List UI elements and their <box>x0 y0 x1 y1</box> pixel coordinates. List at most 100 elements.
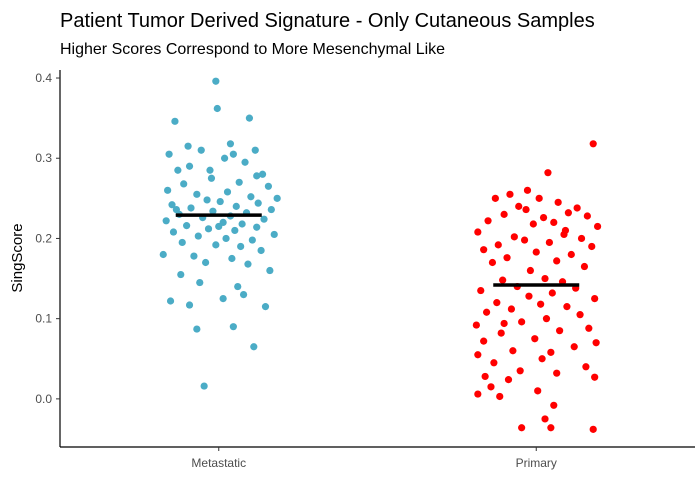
data-point-metastatic <box>244 260 252 268</box>
data-point-metastatic <box>229 323 237 331</box>
data-point-primary <box>518 424 526 432</box>
data-point-primary <box>591 373 599 381</box>
data-point-metastatic <box>168 201 176 209</box>
data-point-metastatic <box>197 146 205 154</box>
data-point-metastatic <box>264 182 273 190</box>
y-tick-label: 0.4 <box>35 71 52 85</box>
data-point-metastatic <box>261 303 270 311</box>
data-point-primary <box>509 347 517 355</box>
data-point-primary <box>553 369 561 377</box>
data-point-primary <box>577 234 586 243</box>
data-point-primary <box>516 367 524 375</box>
data-point-primary <box>507 305 516 313</box>
data-point-metastatic <box>257 246 265 255</box>
data-point-metastatic <box>253 223 261 231</box>
data-point-primary <box>525 292 533 300</box>
data-point-metastatic <box>260 215 268 223</box>
data-point-metastatic <box>159 250 167 259</box>
data-point-primary <box>583 212 591 220</box>
data-point-primary <box>570 343 578 351</box>
data-point-metastatic <box>166 297 175 305</box>
data-point-primary <box>488 258 497 267</box>
data-point-primary <box>474 390 482 398</box>
data-point-metastatic <box>247 193 255 201</box>
data-point-primary <box>542 315 551 323</box>
data-point-primary <box>567 250 575 259</box>
data-point-primary <box>531 335 539 343</box>
data-point-metastatic <box>239 290 248 299</box>
data-point-metastatic <box>234 282 242 291</box>
data-point-metastatic <box>212 241 220 249</box>
data-point-metastatic <box>165 150 173 158</box>
data-point-metastatic <box>266 266 274 275</box>
data-point-primary <box>573 204 581 212</box>
data-point-metastatic <box>273 194 281 202</box>
data-point-metastatic <box>190 252 198 260</box>
data-point-primary <box>541 415 549 423</box>
data-point-primary <box>506 190 514 198</box>
data-point-primary <box>544 169 552 177</box>
data-point-metastatic <box>162 217 170 225</box>
data-point-metastatic <box>209 207 217 215</box>
data-point-metastatic <box>171 117 179 125</box>
data-point-primary <box>593 222 602 231</box>
data-point-primary <box>548 289 556 297</box>
data-point-primary <box>535 194 543 202</box>
data-point-primary <box>499 276 507 284</box>
data-point-primary <box>550 401 558 409</box>
data-point-metastatic <box>219 295 227 303</box>
data-point-primary <box>504 376 513 384</box>
data-point-metastatic <box>207 174 216 182</box>
y-tick-label: 0.2 <box>35 231 52 245</box>
data-point-primary <box>592 339 600 347</box>
data-point-primary <box>591 295 599 303</box>
data-point-metastatic <box>251 146 259 154</box>
y-tick-label: 0.3 <box>35 151 52 165</box>
data-point-metastatic <box>206 166 214 174</box>
data-point-metastatic <box>193 325 201 333</box>
data-point-metastatic <box>270 230 278 239</box>
x-tick-label: Primary <box>516 456 557 470</box>
data-point-metastatic <box>220 154 229 162</box>
data-point-primary <box>490 359 498 367</box>
data-point-metastatic <box>267 205 275 214</box>
data-point-metastatic <box>235 178 243 186</box>
y-axis-ticks: 0.0 0.1 0.2 0.3 0.4 <box>35 71 60 406</box>
data-point-primary <box>538 355 546 363</box>
data-point-metastatic <box>238 220 246 228</box>
data-point-metastatic <box>222 234 230 243</box>
data-point-metastatic <box>177 270 185 279</box>
data-point-metastatic <box>228 254 236 263</box>
data-point-primary <box>585 324 593 332</box>
data-point-metastatic <box>248 236 256 244</box>
data-point-primary <box>493 299 501 307</box>
data-point-metastatic <box>185 162 194 170</box>
data-point-primary <box>539 213 548 222</box>
data-point-primary <box>534 387 542 395</box>
data-point-metastatic <box>213 104 221 113</box>
data-point-primary <box>580 262 589 271</box>
data-point-primary <box>500 210 508 218</box>
data-point-primary <box>472 321 480 329</box>
data-point-primary <box>545 238 553 247</box>
data-point-primary <box>588 242 596 251</box>
data-point-metastatic <box>180 180 188 188</box>
chart-title: Patient Tumor Derived Signature - Only C… <box>60 10 595 32</box>
data-point-metastatic <box>174 166 182 174</box>
data-point-primary <box>523 186 532 194</box>
data-point-primary <box>547 424 555 432</box>
data-point-primary <box>561 226 570 235</box>
data-point-metastatic <box>202 258 210 267</box>
data-point-primary <box>556 327 564 335</box>
data-point-primary <box>564 209 572 217</box>
data-point-primary <box>494 241 502 249</box>
data-point-primary <box>554 198 562 206</box>
x-tick-label: Metastatic <box>191 456 246 470</box>
data-point-primary <box>541 274 549 283</box>
data-point-primary <box>589 140 597 148</box>
data-point-metastatic <box>250 343 258 351</box>
chart-subtitle: Higher Scores Correspond to More Mesench… <box>60 41 445 58</box>
data-point-metastatic <box>193 190 201 198</box>
data-point-metastatic <box>164 186 172 194</box>
